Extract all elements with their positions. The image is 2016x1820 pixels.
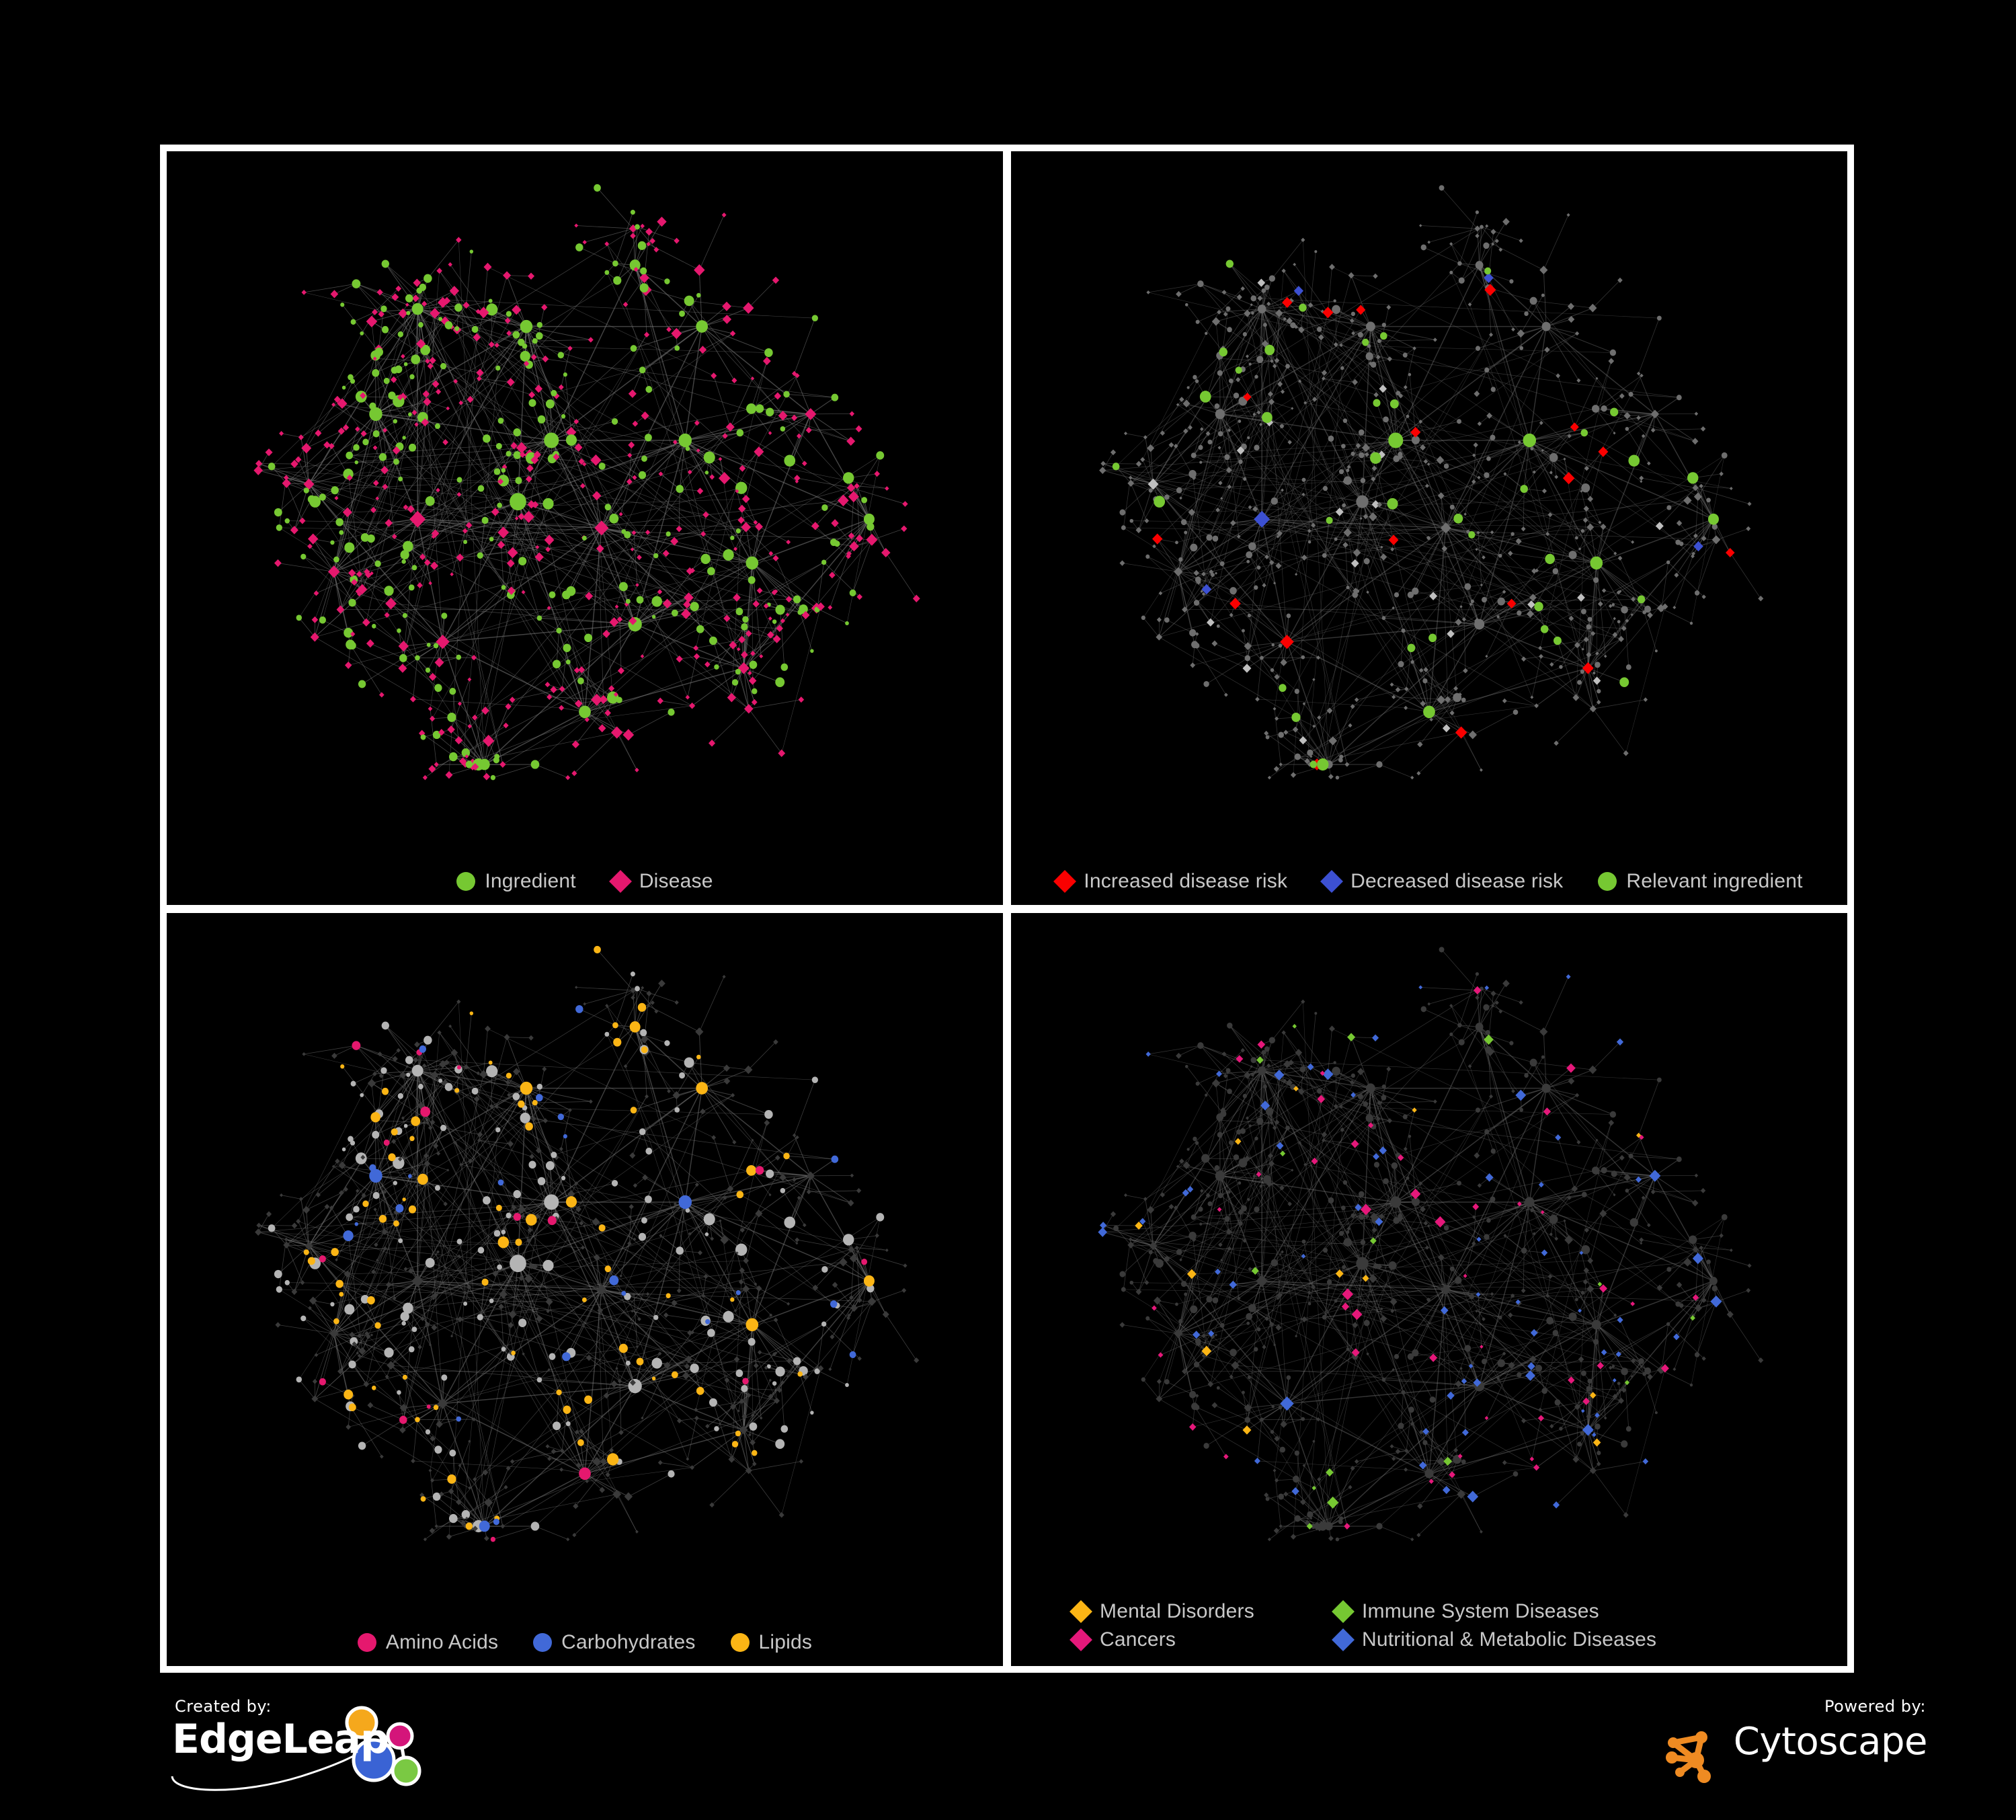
legend-item-cancers[interactable]: Cancers <box>1070 1628 1334 1651</box>
legend-item-immune-system-diseases[interactable]: Immune System Diseases <box>1332 1600 1599 1623</box>
legend-panel-a: Ingredient Disease <box>167 870 1003 893</box>
edgeleap-wordmark: EdgeLeap <box>172 1716 389 1763</box>
circle-swatch-icon <box>1598 871 1617 891</box>
diamond-swatch-icon <box>1320 869 1344 893</box>
legend-item-decreased-risk[interactable]: Decreased disease risk <box>1320 869 1564 893</box>
network-canvas-a[interactable] <box>167 151 1003 905</box>
legend-label: Disease <box>639 869 713 892</box>
legend-item-ingredient[interactable]: Ingredient <box>456 869 576 893</box>
legend-label: Ingredient <box>485 869 576 892</box>
circle-swatch-icon <box>357 1633 376 1652</box>
legend-label: Carbohydrates <box>561 1631 696 1653</box>
legend-item-nutritional-metabolic-diseases[interactable]: Nutritional & Metabolic Diseases <box>1332 1628 1656 1651</box>
legend-item-disease[interactable]: Disease <box>608 869 713 893</box>
cytoscape-mark-icon <box>1666 1731 1711 1783</box>
legend-item-relevant-ingredient[interactable]: Relevant ingredient <box>1598 869 1803 893</box>
panel-disease-class: Mental Disorders Immune System Diseases … <box>1011 912 1847 1667</box>
legend-label: Increased disease risk <box>1084 869 1288 892</box>
legend-item-mental-disorders[interactable]: Mental Disorders <box>1070 1600 1334 1623</box>
legend-label: Immune System Diseases <box>1362 1600 1599 1622</box>
network-canvas-d[interactable] <box>1011 913 1847 1667</box>
diamond-swatch-icon <box>1070 1600 1092 1623</box>
network-canvas-c[interactable] <box>167 913 1003 1667</box>
panel-disease-risk: Increased disease risk Decreased disease… <box>1011 151 1847 905</box>
powered-by-label: Powered by: <box>1824 1697 1926 1716</box>
diamond-swatch-icon <box>1332 1628 1355 1651</box>
legend-label: Decreased disease risk <box>1350 869 1564 892</box>
legend-label: Cancers <box>1100 1628 1176 1651</box>
diamond-swatch-icon <box>1053 869 1077 893</box>
panel-ingredient-class: Amino Acids Carbohydrates Lipids <box>167 912 1003 1667</box>
cytoscape-wordmark: Cytoscape <box>1733 1720 1928 1764</box>
legend-item-amino-acids[interactable]: Amino Acids <box>357 1631 499 1654</box>
legend-panel-d: Mental Disorders Immune System Diseases … <box>1011 1597 1847 1654</box>
legend-label: Lipids <box>758 1631 813 1653</box>
legend-panel-b: Increased disease risk Decreased disease… <box>1011 870 1847 893</box>
legend-item-lipids[interactable]: Lipids <box>730 1631 813 1654</box>
circle-swatch-icon <box>533 1633 553 1652</box>
figure-footer: Created by: EdgeLeap Powered by: Cytosca… <box>0 1681 2016 1820</box>
legend-item-carbohydrates[interactable]: Carbohydrates <box>533 1631 695 1654</box>
diamond-swatch-icon <box>608 869 632 893</box>
edgeleap-logo[interactable]: Created by: EdgeLeap <box>160 1696 442 1796</box>
diamond-swatch-icon <box>1070 1628 1092 1651</box>
network-canvas-b[interactable] <box>1011 151 1847 905</box>
legend-label: Relevant ingredient <box>1626 869 1803 892</box>
legend-label: Amino Acids <box>385 1631 499 1653</box>
legend-panel-c: Amino Acids Carbohydrates Lipids <box>167 1631 1003 1654</box>
legend-item-increased-risk[interactable]: Increased disease risk <box>1053 869 1288 893</box>
circle-swatch-icon <box>730 1633 750 1652</box>
created-by-label: Created by: <box>175 1697 272 1716</box>
panel-ingredient-disease: Ingredient Disease <box>167 151 1003 905</box>
circle-swatch-icon <box>456 871 476 891</box>
figure-panel-grid: Ingredient Disease Increased disease ris… <box>160 145 1854 1673</box>
legend-label: Mental Disorders <box>1100 1600 1254 1622</box>
diamond-swatch-icon <box>1332 1600 1355 1623</box>
cytoscape-logo[interactable]: Powered by: Cytoscape <box>1648 1697 1930 1798</box>
edgeleap-mark-icon <box>171 1706 421 1791</box>
legend-label: Nutritional & Metabolic Diseases <box>1362 1628 1657 1651</box>
